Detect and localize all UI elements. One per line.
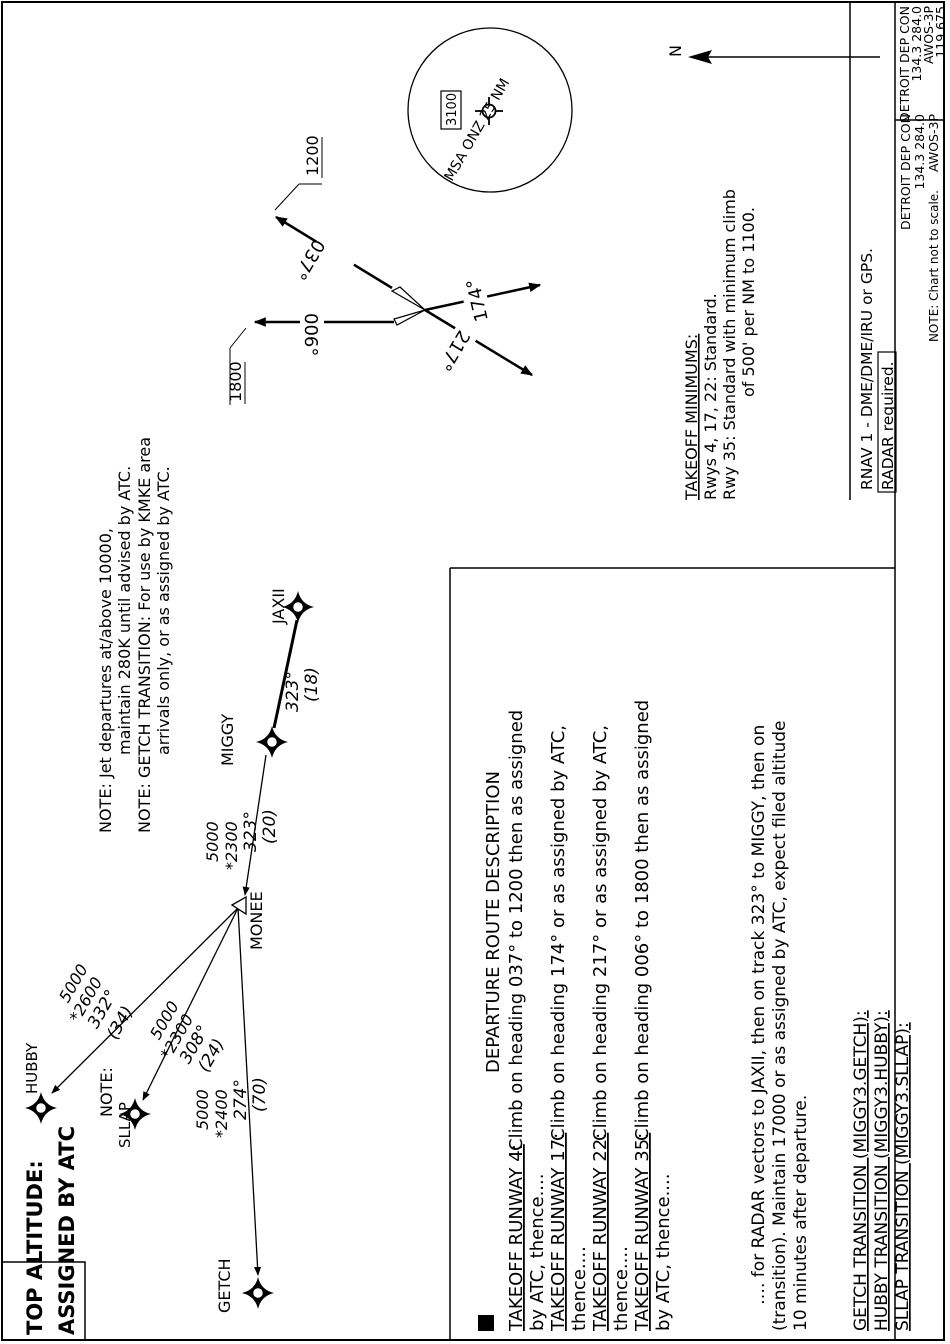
route-para-line3: 10 minutes after departure. (791, 1095, 811, 1331)
airport-icon (475, 97, 503, 125)
hubby-label: HUBBY (23, 1042, 41, 1094)
monee-segment-course: 323° (241, 811, 261, 852)
msa-circle (407, 27, 573, 193)
msa-altitude-box (440, 90, 462, 130)
radar-requirement: RADAR required. (879, 361, 897, 490)
miggy-segment-distance: (18) (302, 667, 322, 702)
hubby-fix-icon (24, 1091, 58, 1125)
note-jet-line2: maintain 280K until advised by ATC. (115, 466, 134, 755)
rwy4-label: TAKEOFF RUNWAY 4: (506, 1144, 527, 1332)
takeoff-minimums-line2: Rwy 35: Standard with minimum climb (720, 189, 739, 500)
heading-006: 006° (300, 313, 321, 356)
getch-segment-course: 274° (231, 1079, 251, 1120)
description-title: DEPARTURE ROUTE DESCRIPTION (483, 771, 504, 1073)
rwy22-label: TAKEOFF RUNWAY 22: (590, 1133, 611, 1332)
route-lines (51, 619, 299, 1276)
getch-transition: GETCH TRANSITION (MIGGY3.GETCH): (851, 1010, 871, 1331)
rwy35-cont: by ATC, thence.... (653, 1174, 674, 1331)
departure-headings (229, 183, 542, 405)
rwy4-text: Climb on heading 037° to 1200 then as as… (506, 710, 527, 1151)
top-altitude-box (1, 1261, 86, 1341)
top-altitude-line1: TOP ALTITUDE: (23, 1160, 47, 1335)
rwy22-text: Climb on heading 217° or as assigned by … (590, 725, 611, 1141)
altitude-1200: 1200 (303, 135, 322, 176)
route-description-icon (478, 1315, 494, 1331)
freq-line-dep-values: 134.3 284.0 (909, 6, 924, 82)
rwy22-cont: thence.... (611, 1246, 632, 1331)
note-getch-line1: GETCH TRANSITION: For use by KMKE area (135, 437, 154, 778)
freq-line-dep-con: DETROIT DEP CON (897, 6, 912, 122)
takeoff-minimums-line3: of 500' per NM to 1100. (739, 207, 758, 397)
freq-value: 134.3 284.0 (912, 114, 927, 190)
freq-label: DETROIT DEP CON (898, 114, 913, 230)
top-altitude-line2: ASSIGNED BY ATC (55, 1126, 79, 1335)
takeoff-minimums-line1: Rwys 4, 17, 22: Standard. (701, 293, 720, 500)
msa-label: MSA ONZ 25 NM (442, 76, 514, 184)
note-getch-line2: arrivals only, or as assigned by ATC. (154, 466, 173, 755)
monee-segment-mea: 5000 (203, 821, 222, 862)
monee-segment-moca: *2300 (222, 821, 241, 870)
getch-segment-distance: (70) (250, 1077, 270, 1112)
note-jet-label: NOTE: (97, 1067, 116, 1117)
freq-line-awos-value: 119.675 (933, 6, 948, 58)
rwy4-cont: by ATC, thence.... (527, 1174, 548, 1331)
getch-fix-icon (241, 1276, 275, 1310)
rwy17-text: Climb on heading 174° or as assigned by … (548, 725, 569, 1141)
monee-fix (230, 895, 247, 916)
jaxii-label: JAXII (269, 588, 288, 625)
getch-segment-moca: *2400 (212, 1089, 231, 1138)
monee-label: MONEE (247, 891, 266, 950)
msa-altitude: 3100 (445, 93, 460, 126)
north-label: N (666, 45, 685, 57)
awos-label: AWOS-3P (926, 114, 941, 172)
heading-037: 037° (288, 235, 328, 283)
rwy35-label: TAKEOFF RUNWAY 35: (632, 1133, 653, 1332)
note-getch-prefix: NOTE: (135, 783, 154, 833)
note-jet-prefix: NOTE: (96, 783, 115, 833)
rwy17-label: TAKEOFF RUNWAY 17: (548, 1133, 569, 1332)
rnav-requirement: RNAV 1 - DME/DME/IRU or GPS. (858, 248, 876, 490)
miggy-fix-icon (255, 725, 289, 759)
sllap-label: SLLAP (116, 1102, 134, 1148)
rwy17-cont: thence.... (569, 1246, 590, 1331)
takeoff-minimums-title: TAKEOFF MINIMUMS: (682, 334, 701, 501)
monee-segment-distance: (20) (260, 809, 280, 844)
note-jet-line1: Jet departures at/above 10000, (96, 528, 115, 779)
miggy-segment-course: 323° (283, 671, 303, 712)
miggy-label: MIGGY (218, 713, 237, 766)
freq-line-awos: AWOS-3P (921, 6, 936, 64)
hubby-transition: HUBBY TRANSITION (MIGGY3.HUBBY): (872, 1010, 892, 1331)
chart-note: NOTE: Chart not to scale. (927, 190, 941, 342)
altitude-1800: 1800 (226, 361, 245, 402)
rwy35-text: Climb on heading 006° to 1800 then as as… (632, 700, 653, 1141)
sllap-transition: SLLAP TRANSITION (MIGGY3.SLLAP): (893, 1022, 913, 1331)
getch-segment-mea: 5000 (193, 1089, 212, 1130)
route-para-line1: …. for RADAR vectors to JAXII, then on t… (749, 725, 769, 1305)
route-para-line2: (transition). Maintain 17000 or as assig… (770, 721, 790, 1331)
radar-box (877, 351, 897, 493)
getch-label: GETCH (215, 1258, 234, 1313)
north-arrow: N (666, 45, 880, 64)
